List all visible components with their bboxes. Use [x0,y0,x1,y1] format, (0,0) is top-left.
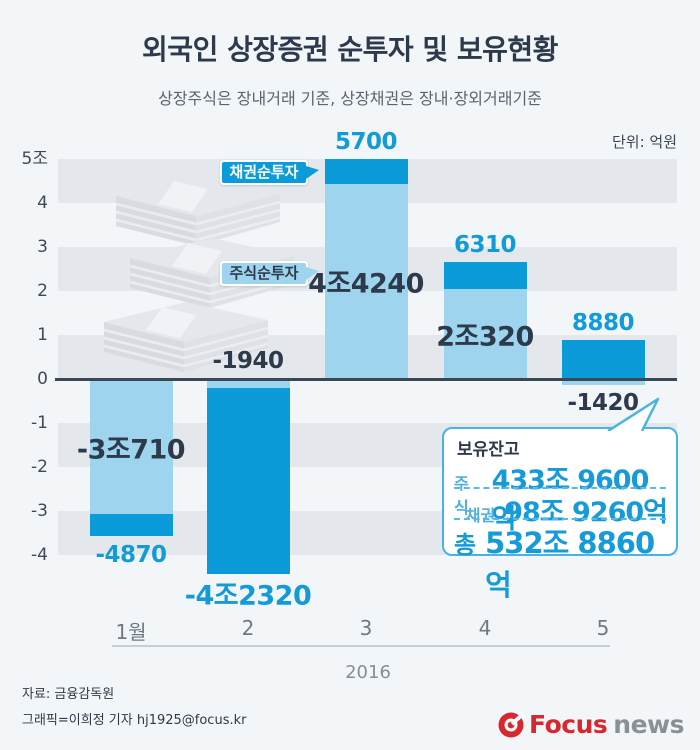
bar-segment-bond [324,158,408,184]
bar-value-stock: -1940 [212,348,284,374]
x-axis-label: 2 [241,616,255,640]
holdings-balance-box: 보유잔고 주식 433조 9600억 채권 98조 9260억 총 532조 8… [442,427,678,602]
dashed-divider [454,487,666,489]
bar-value-stock: -1420 [567,390,639,417]
x-axis-label: 5 [596,616,610,640]
y-axis-tick: 5조 [21,148,48,169]
balance-total-value: 532조 8860억 [485,526,655,602]
bar-value-bond: 5700 [334,128,398,155]
y-axis-tick: 0 [37,369,48,389]
bar-segment-stock [324,183,408,379]
focus-news-logo: Focus news [498,712,684,738]
y-axis-tick: -1 [31,413,48,434]
bar-segment-stock [206,379,290,388]
bar-value-bond: 8880 [571,309,635,336]
page-title: 외국인 상장증권 순투자 및 보유현황 [142,33,558,66]
y-axis-tick: -3 [31,501,48,522]
source-line: 자료: 금융감독원 [22,687,115,702]
x-axis-label: 1월 [115,620,147,644]
bar-value-stock: 4조4240 [308,268,424,300]
balance-box-tail [607,397,660,431]
balance-row-bond: 채권 98조 9260억 [454,490,668,529]
bar-value-bond: 6310 [453,231,517,258]
balance-total-label: 총 [454,531,477,559]
legend-callout-bond: 채권순투자 [220,160,319,185]
page-subtitle: 상장주식은 장내거래 기준, 상장채권은 장내·장외거래기준 [158,89,542,108]
logo-text-secondary: news [613,710,684,739]
bar-segment-bond [206,387,290,575]
x-axis-label: 3 [359,616,373,640]
bar-value-stock: -3조710 [76,434,186,466]
focus-news-logo-icon [498,712,525,738]
y-axis-tick: 2 [37,280,48,301]
balance-row-total: 총 532조 8860억 [454,520,667,604]
bar-value-stock: 2조320 [436,321,534,353]
bar-segment-stock [561,379,645,386]
credit-line: 그래픽=이희정 기자 hj1925@focus.kr [22,713,247,728]
y-axis-tick: -4 [31,545,48,566]
balance-row-bond-value: 98조 9260억 [504,497,668,528]
bar-segment-bond [561,339,645,379]
bar-segment-stock [443,289,527,379]
logo-text-primary: Focus [529,710,608,739]
balance-box-title: 보유잔고 [457,440,520,460]
unit-label: 단위: 억원 [611,133,677,151]
bar-segment-bond [443,261,527,290]
bar-value-bond: -4870 [95,541,167,568]
x-axis-line [112,645,610,647]
bar-segment-stock [89,379,173,515]
dashed-divider [454,518,666,520]
y-axis-tick: 1 [37,324,48,345]
legend-callout-stock: 주식순투자 [220,261,319,286]
zero-baseline [55,378,677,381]
y-axis-tick: -2 [31,457,48,478]
balance-row-bond-label: 채권 [465,506,496,525]
y-axis-tick: 4 [37,192,48,213]
x-axis-year-label: 2016 [345,662,391,683]
x-axis-label: 4 [478,616,492,640]
bar-segment-bond [89,514,173,536]
y-axis-tick: 3 [37,236,48,257]
bar-value-bond: -4조2320 [184,580,312,612]
